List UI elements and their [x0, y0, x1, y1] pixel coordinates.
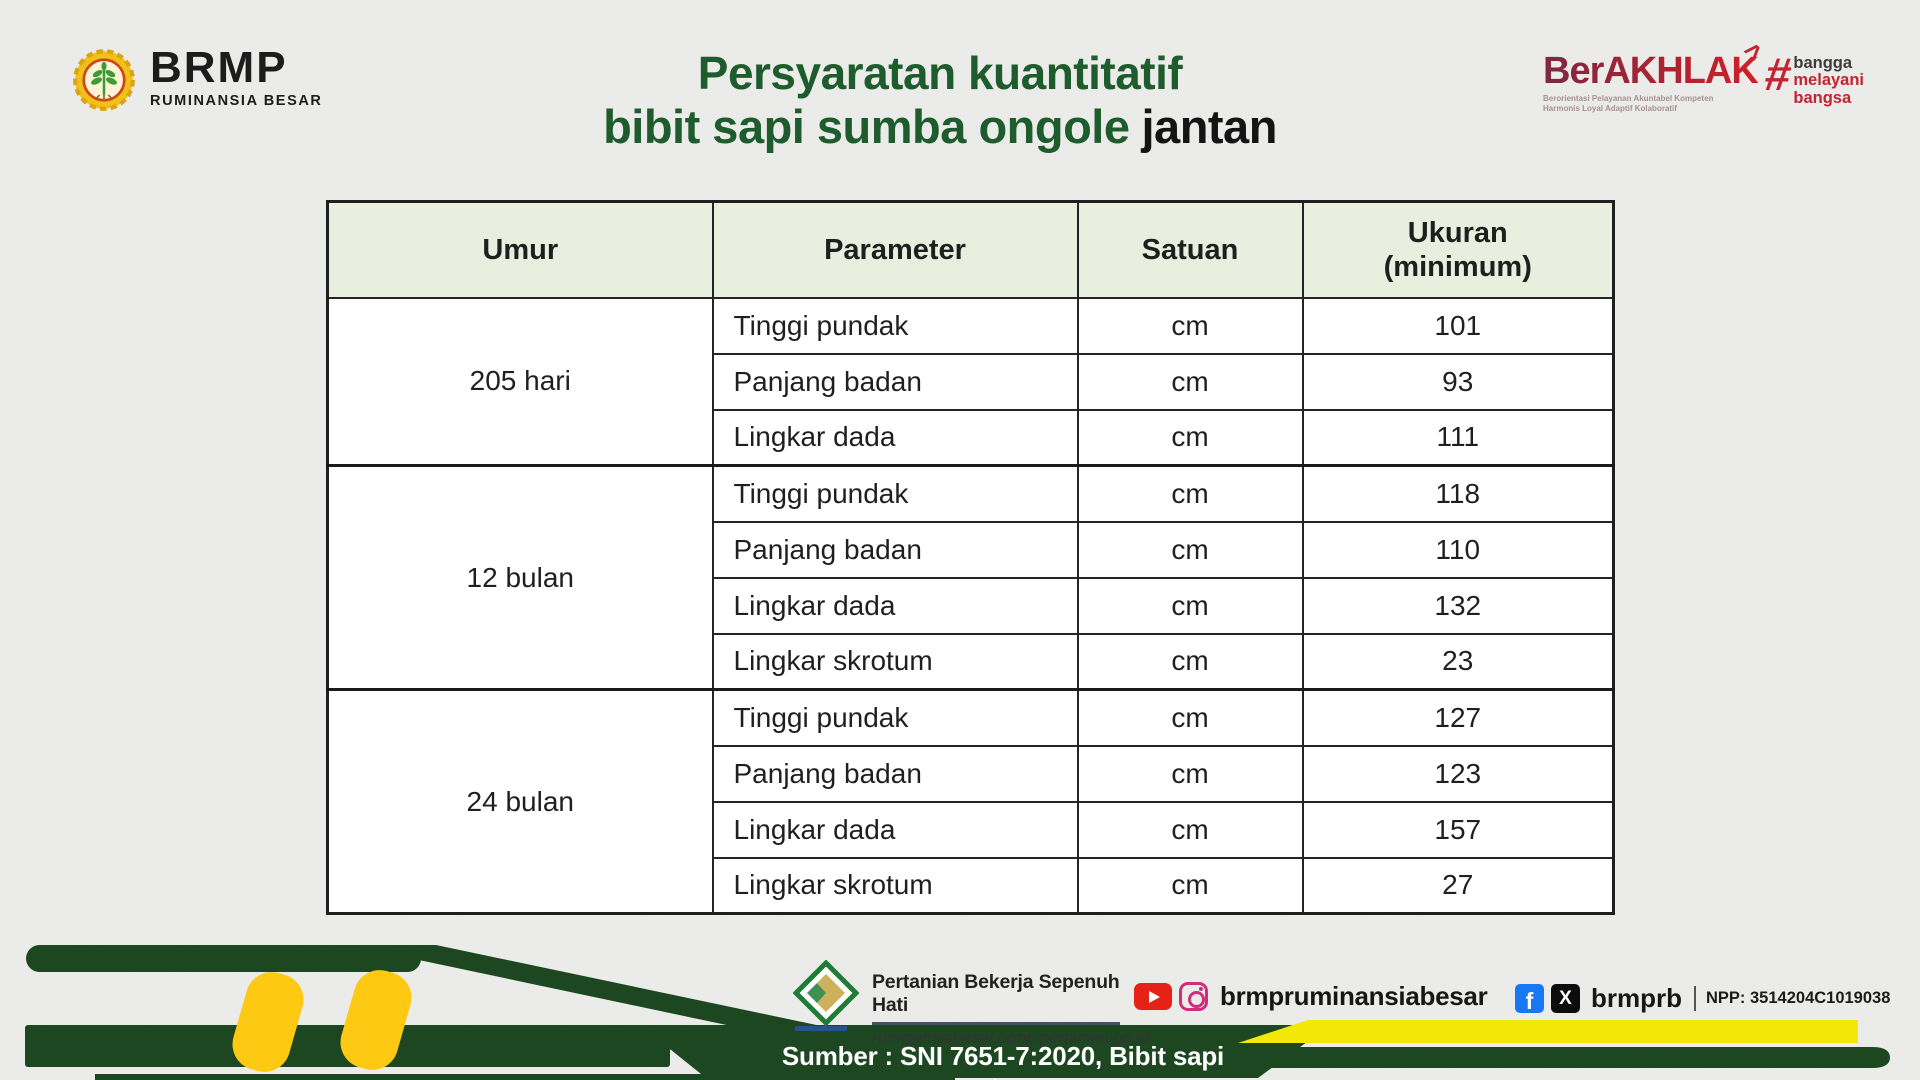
ukuran-cell: 23	[1301, 632, 1615, 691]
parameter-cell: Tinggi pundak	[711, 688, 1079, 747]
header-parameter: Parameter	[711, 200, 1079, 299]
table-row: Lingkar skrotum cm 27	[328, 856, 1615, 915]
table-row: 12 bulan Tinggi pundak cm 118	[326, 464, 1615, 691]
satuan-cell: cm	[1076, 520, 1304, 579]
parameter-cell: Lingkar skrotum	[711, 632, 1079, 691]
tagline-block: Pertanian Bekerja Sepenuh Hati ruminansi…	[872, 971, 1150, 1048]
parameter-cell: Tinggi pundak	[711, 296, 1079, 355]
hashtag-word-bangga: bangga	[1793, 54, 1853, 72]
npp-number: NPP: 3514204C1019038	[1694, 986, 1890, 1011]
table-row: Lingkar dada cm 157	[328, 800, 1615, 859]
header-ukuran-line1: Ukuran	[1407, 216, 1508, 249]
table-row: 24 bulan Tinggi pundak cm 127	[326, 688, 1615, 915]
table-row: Lingkar skrotum cm 23	[328, 632, 1615, 691]
table-row: Panjang badan cm 110	[328, 520, 1615, 579]
ministry-logo-caption	[795, 1026, 847, 1031]
table-row: Lingkar dada cm 132	[328, 576, 1615, 635]
umur-cell: 24 bulan	[326, 688, 714, 915]
website-url: ruminansiabesar.brmp.pertanian.go.id	[872, 1028, 1150, 1047]
header-ukuran-line2: (minimum)	[1383, 250, 1532, 283]
ukuran-cell: 118	[1301, 464, 1615, 523]
brand-name: BRMP	[150, 43, 288, 92]
header-ukuran: Ukuran (minimum)	[1301, 200, 1615, 299]
berakhlak-values-line1: Berorientasi Pelayanan Akuntabel Kompete…	[1543, 94, 1714, 103]
table-row: Panjang badan cm 123	[328, 744, 1615, 803]
ukuran-cell: 93	[1301, 352, 1615, 411]
parameter-cell: Lingkar skrotum	[711, 856, 1079, 915]
footer-ribbon-art	[25, 945, 1890, 1080]
ukuran-cell: 123	[1301, 744, 1615, 803]
ukuran-cell: 101	[1301, 296, 1615, 355]
parameter-cell: Panjang badan	[711, 520, 1079, 579]
tagline-text: Pertanian Bekerja Sepenuh Hati	[872, 971, 1120, 1016]
brmp-brand: BRMP RUMINANSIA BESAR	[72, 46, 322, 112]
table-header-row: Umur Parameter Satuan Ukuran (minimum)	[326, 200, 1615, 299]
tagline-divider	[872, 1022, 1120, 1025]
youtube-icon	[1134, 983, 1172, 1010]
satuan-cell: cm	[1076, 632, 1304, 691]
umur-cell: 205 hari	[326, 296, 714, 467]
parameter-cell: Lingkar dada	[711, 576, 1079, 635]
satuan-cell: cm	[1076, 464, 1304, 523]
ukuran-cell: 127	[1301, 688, 1615, 747]
brand-subtitle: RUMINANSIA BESAR	[150, 93, 323, 109]
title-line2-black: jantan	[1141, 99, 1278, 153]
parameter-cell: Lingkar dada	[711, 408, 1079, 467]
hashtag-icon: #	[1761, 48, 1795, 100]
instagram-icon	[1179, 982, 1208, 1011]
berakhlak-logo: BerAKHLAK > Berorientasi Pelayanan Akunt…	[1543, 35, 1903, 115]
spec-table: Umur Parameter Satuan Ukuran (minimum) 2…	[326, 200, 1615, 915]
brmp-flower-logo-icon	[73, 49, 135, 111]
ukuran-cell: 111	[1301, 408, 1615, 467]
social-group-primary: brmpruminansiabesar	[1134, 981, 1488, 1012]
title-line2-green: bibit sapi sumba ongole	[603, 99, 1130, 153]
page-title: Persyaratan kuantitatif bibit sapi sumba…	[280, 48, 1600, 152]
parameter-cell: Panjang badan	[711, 352, 1079, 411]
social-group-secondary: f X brmprb NPP: 3514204C1019038	[1515, 983, 1890, 1014]
ukuran-cell: 132	[1301, 576, 1615, 635]
hashtag-word-melayani: melayani	[1793, 71, 1865, 90]
table-row: Lingkar dada cm 111	[328, 408, 1615, 467]
berakhlak-wordmark: BerAKHLAK	[1543, 50, 1759, 92]
source-citation: Sumber : SNI 7651-7:2020, Bibit sapi pot…	[781, 1041, 1225, 1080]
header-umur: Umur	[326, 200, 714, 299]
table-row: 205 hari Tinggi pundak cm 101	[326, 296, 1615, 467]
satuan-cell: cm	[1076, 576, 1304, 635]
satuan-cell: cm	[1076, 408, 1304, 467]
satuan-cell: cm	[1076, 352, 1304, 411]
satuan-cell: cm	[1076, 296, 1304, 355]
parameter-cell: Panjang badan	[711, 744, 1079, 803]
satuan-cell: cm	[1076, 800, 1304, 859]
header-satuan: Satuan	[1076, 200, 1304, 299]
social-handle-primary: brmpruminansiabesar	[1220, 981, 1488, 1011]
x-twitter-icon: X	[1551, 984, 1580, 1013]
satuan-cell: cm	[1076, 744, 1304, 803]
satuan-cell: cm	[1076, 688, 1304, 747]
hashtag-word-bangsa: bangsa	[1793, 88, 1852, 107]
parameter-cell: Lingkar dada	[711, 800, 1079, 859]
social-handle-secondary: brmprb	[1591, 983, 1682, 1013]
table-row: Panjang badan cm 93	[328, 352, 1615, 411]
ukuran-cell: 27	[1301, 856, 1615, 915]
satuan-cell: cm	[1076, 856, 1304, 915]
facebook-icon: f	[1515, 984, 1544, 1013]
ukuran-cell: 110	[1301, 520, 1615, 579]
title-line1: Persyaratan kuantitatif	[697, 47, 1183, 99]
ukuran-cell: 157	[1301, 800, 1615, 859]
parameter-cell: Tinggi pundak	[711, 464, 1079, 523]
berakhlak-values-line2: Harmonis Loyal Adaptif Kolaboratif	[1543, 104, 1677, 114]
ministry-logo-icon	[793, 960, 859, 1026]
umur-cell: 12 bulan	[326, 464, 714, 691]
